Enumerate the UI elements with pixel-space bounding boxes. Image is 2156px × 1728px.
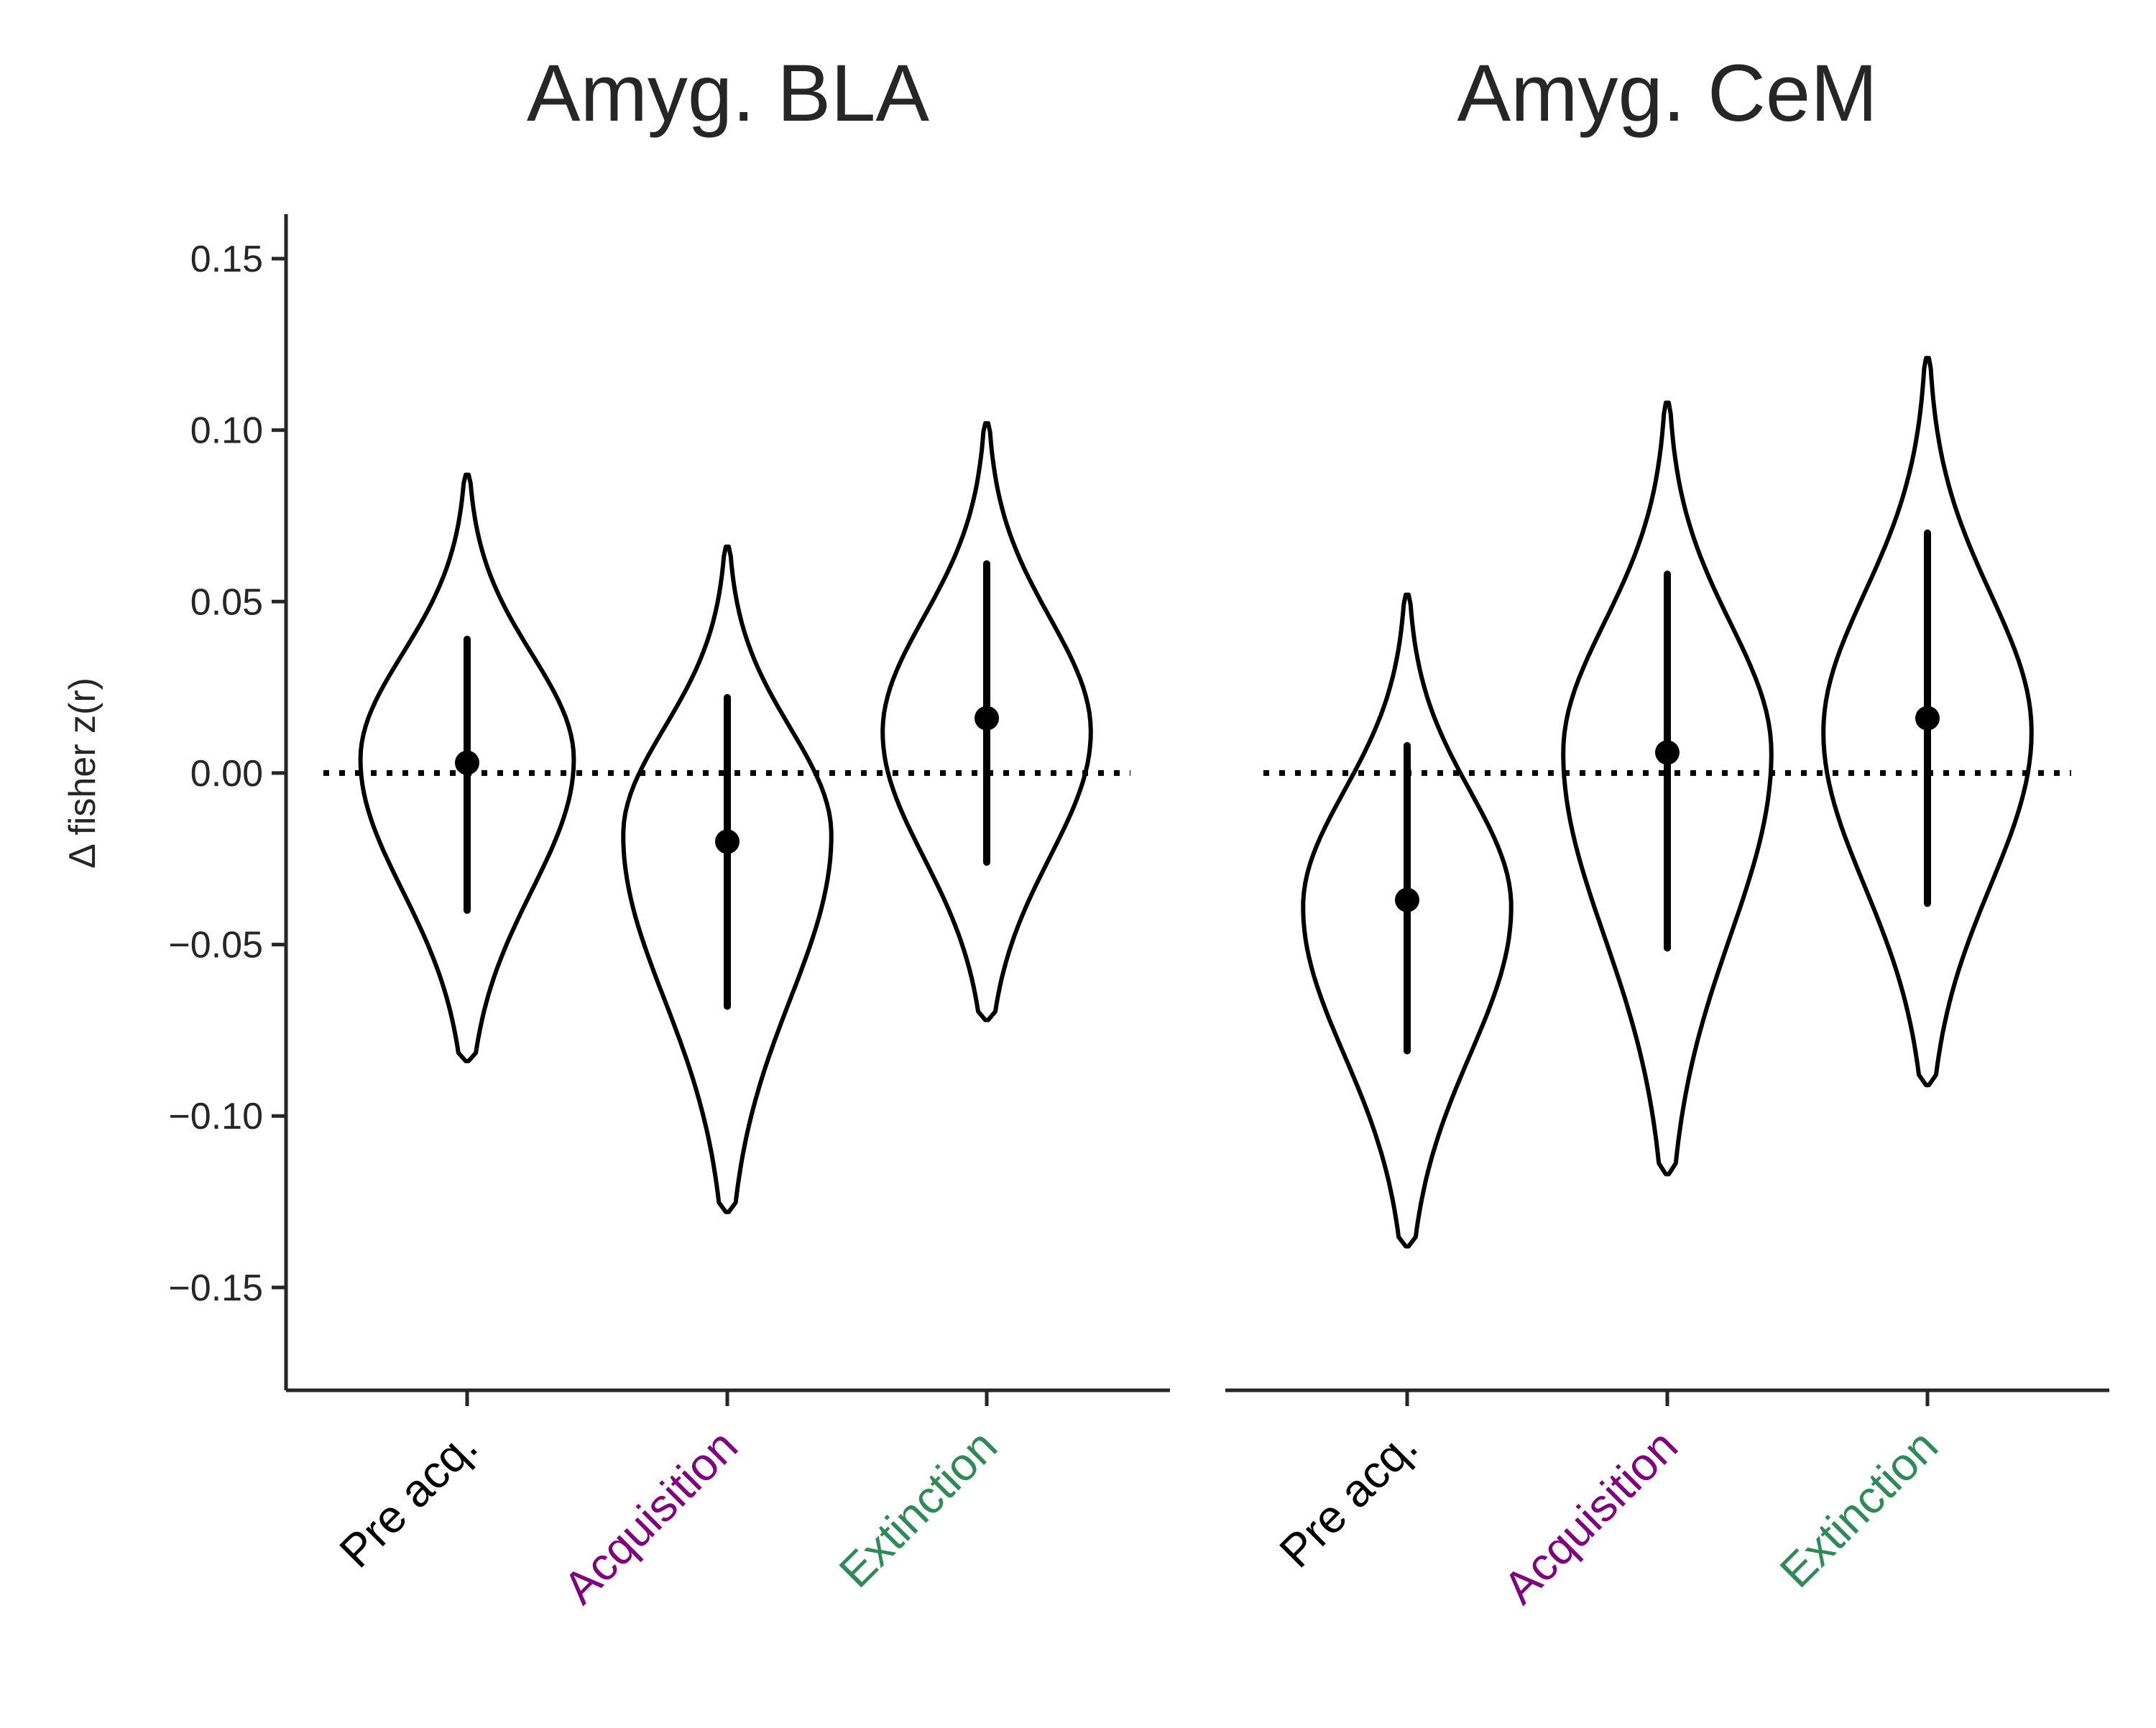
y-tick-label: −0.05: [168, 925, 263, 966]
violin-group: Pre acq.: [1269, 592, 1514, 1577]
y-tick-label: −0.10: [168, 1096, 263, 1137]
violin-shape: [1821, 356, 2034, 1088]
y-axis-label: Δ fisher z(r): [62, 678, 103, 869]
panel-1: Amyg. BLA 0.15 0.10 0.05 0.00 −0.05 −0.10 −0.15…: [62, 48, 1170, 1614]
y-tick-label: 0.05: [190, 581, 263, 623]
x-tick-label: Pre acq.: [329, 1420, 487, 1577]
violin-shape: [1561, 400, 1774, 1177]
x-tick-label: Acquisition: [553, 1420, 747, 1614]
panel-title: Amyg. CeM: [1457, 48, 1878, 138]
mean-point: [1915, 706, 1940, 731]
x-tick-label: Acquisition: [1493, 1420, 1687, 1614]
panel-2: Amyg. CeM Pre acq. Acquisition Extinction: [1225, 48, 2109, 1614]
y-tick-label: 0.00: [190, 753, 263, 795]
mean-point: [1395, 887, 1419, 912]
violin-shape: [1301, 592, 1514, 1249]
violin-group: Pre acq.: [329, 472, 576, 1577]
y-tick-label: −0.15: [168, 1267, 263, 1309]
violin-shape: [621, 544, 834, 1214]
mean-point: [455, 750, 479, 775]
violin-group: Acquisition: [1493, 400, 1774, 1614]
x-tick-label: Extinction: [829, 1420, 1007, 1597]
violin-group: Extinction: [829, 421, 1093, 1597]
x-tick-label: Extinction: [1770, 1420, 1948, 1597]
y-tick-label: 0.15: [190, 239, 263, 280]
x-tick-label: Pre acq.: [1269, 1420, 1427, 1577]
y-tick-label: 0.10: [190, 410, 263, 452]
violin-group: Extinction: [1770, 356, 2034, 1597]
violin-shape: [358, 472, 576, 1063]
mean-point: [715, 829, 740, 854]
panel-title: Amyg. BLA: [527, 48, 930, 138]
violin-group: Acquisition: [553, 544, 834, 1614]
mean-point: [975, 706, 999, 731]
mean-point: [1655, 740, 1680, 765]
violin-shape: [880, 421, 1093, 1022]
